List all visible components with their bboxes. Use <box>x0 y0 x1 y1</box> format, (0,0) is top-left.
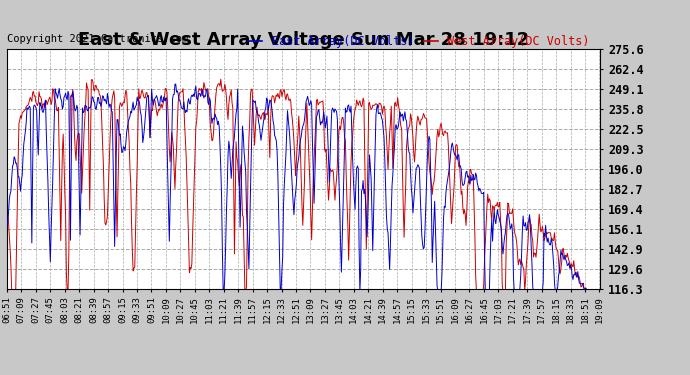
Title: East & West Array Voltage Sun Mar 28 19:12: East & West Array Voltage Sun Mar 28 19:… <box>78 31 529 49</box>
Legend: East Array(DC Volts), West Array(DC Volts): East Array(DC Volts), West Array(DC Volt… <box>244 31 594 53</box>
Text: Copyright 2021 Cartronics.com: Copyright 2021 Cartronics.com <box>7 34 188 44</box>
